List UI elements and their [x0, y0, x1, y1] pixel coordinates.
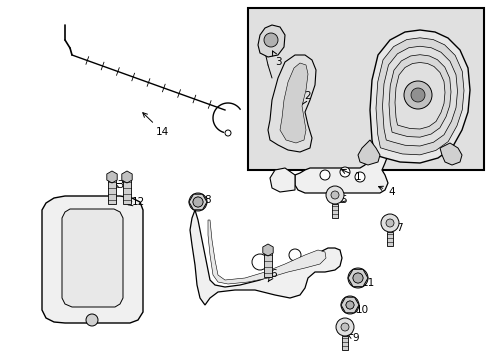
Polygon shape: [267, 55, 315, 152]
Text: 1: 1: [341, 169, 361, 182]
Bar: [247, 8, 483, 170]
Text: 6: 6: [267, 269, 276, 282]
Circle shape: [346, 301, 353, 309]
Bar: [341, 336, 347, 350]
Polygon shape: [190, 210, 341, 305]
Circle shape: [335, 318, 353, 336]
Polygon shape: [122, 171, 132, 183]
Circle shape: [288, 249, 301, 261]
Circle shape: [330, 191, 338, 199]
Circle shape: [325, 186, 343, 204]
Polygon shape: [340, 297, 358, 313]
Circle shape: [347, 268, 367, 288]
Bar: [331, 204, 337, 218]
Text: 13: 13: [112, 180, 125, 190]
Polygon shape: [258, 25, 285, 57]
Polygon shape: [207, 220, 325, 284]
Polygon shape: [388, 55, 450, 137]
Circle shape: [385, 219, 393, 227]
Polygon shape: [262, 244, 273, 256]
Polygon shape: [294, 148, 387, 193]
Circle shape: [403, 81, 431, 109]
Circle shape: [319, 170, 329, 180]
Polygon shape: [269, 168, 294, 192]
Polygon shape: [369, 30, 469, 163]
Text: 9: 9: [347, 333, 358, 343]
Text: 8: 8: [201, 195, 210, 205]
Circle shape: [346, 301, 353, 309]
Text: 4: 4: [378, 186, 394, 197]
Polygon shape: [42, 196, 142, 323]
Circle shape: [193, 197, 203, 207]
Circle shape: [354, 172, 364, 182]
Polygon shape: [357, 140, 379, 165]
Text: 2: 2: [302, 91, 310, 104]
Polygon shape: [280, 63, 307, 143]
Polygon shape: [375, 38, 463, 155]
Circle shape: [224, 130, 230, 136]
Polygon shape: [394, 63, 444, 129]
Text: 14: 14: [142, 113, 169, 137]
Circle shape: [340, 323, 348, 331]
Polygon shape: [382, 46, 457, 146]
Circle shape: [193, 197, 203, 207]
Circle shape: [86, 314, 98, 326]
Circle shape: [189, 193, 206, 211]
Text: 5: 5: [339, 195, 346, 205]
Bar: [386, 232, 392, 246]
Bar: [108, 180, 116, 204]
Bar: [123, 180, 131, 204]
Text: 10: 10: [352, 305, 368, 315]
Circle shape: [251, 254, 267, 270]
Circle shape: [339, 167, 349, 177]
Circle shape: [410, 88, 424, 102]
Polygon shape: [106, 171, 117, 183]
Polygon shape: [62, 209, 123, 307]
Text: 7: 7: [388, 223, 402, 233]
Circle shape: [380, 214, 398, 232]
Circle shape: [340, 296, 358, 314]
Bar: [264, 253, 271, 277]
Polygon shape: [347, 269, 367, 287]
Polygon shape: [439, 143, 461, 165]
Circle shape: [264, 33, 278, 47]
Circle shape: [352, 273, 362, 283]
Text: 3: 3: [272, 51, 281, 67]
Circle shape: [352, 273, 362, 283]
Polygon shape: [189, 194, 206, 210]
Text: 12: 12: [128, 197, 145, 207]
Text: 11: 11: [358, 278, 374, 288]
